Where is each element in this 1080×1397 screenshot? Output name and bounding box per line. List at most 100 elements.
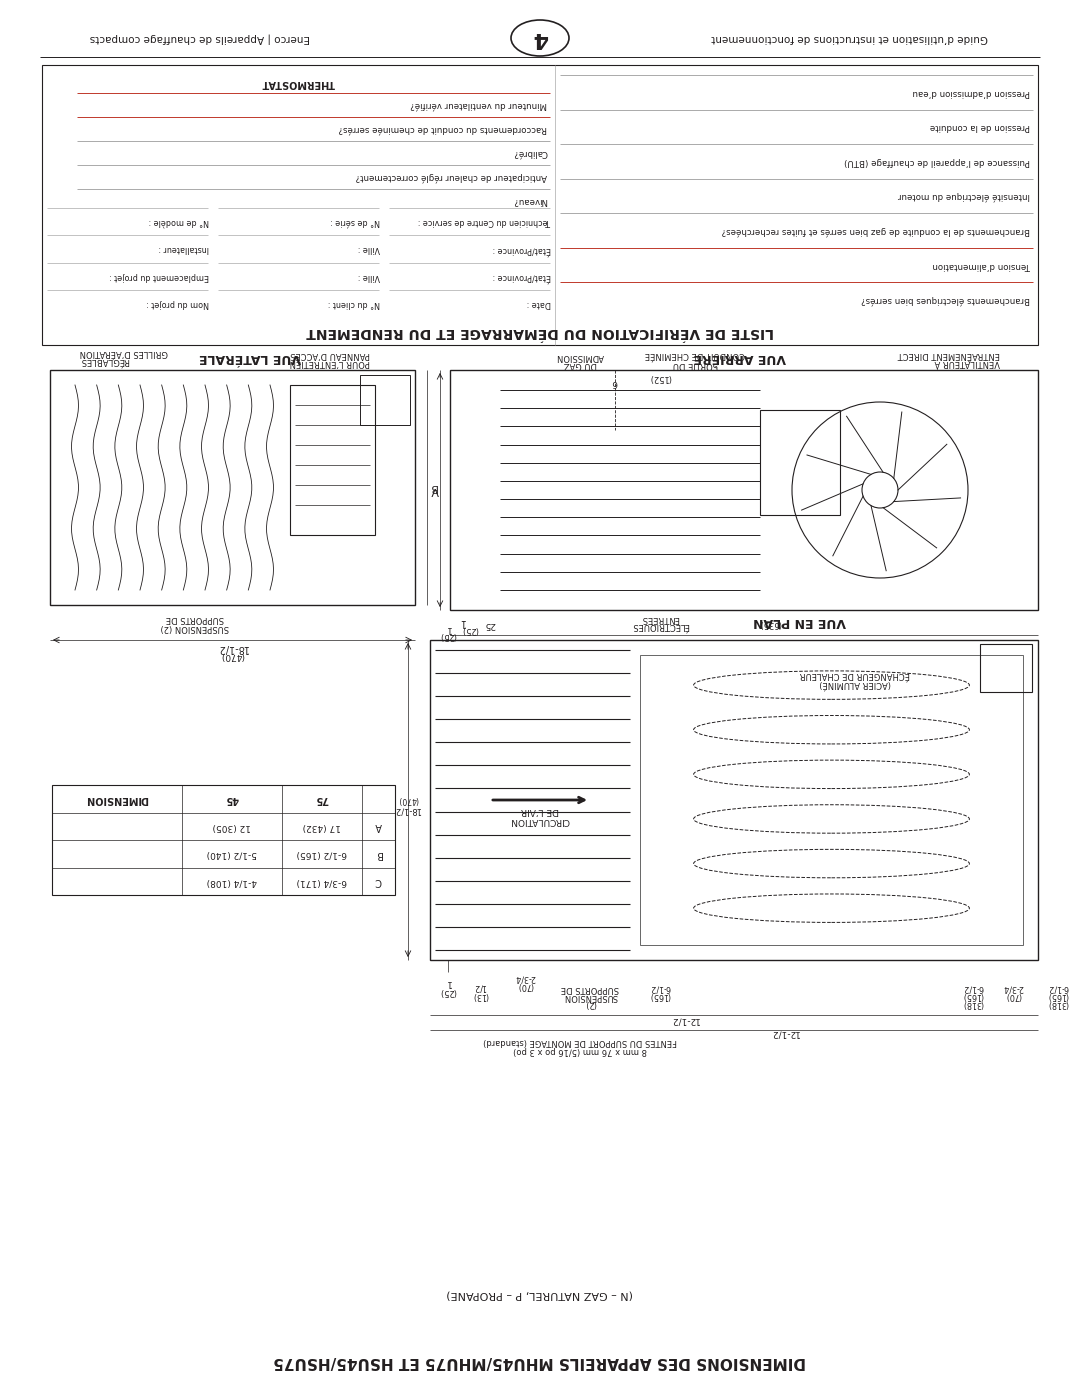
Text: 1: 1: [445, 978, 450, 988]
Text: (N – GAZ NATUREL, P – PROPANE): (N – GAZ NATUREL, P – PROPANE): [447, 1289, 633, 1301]
Bar: [52, 785, 395, 895]
Text: 4-1/4 (108): 4-1/4 (108): [206, 877, 257, 886]
Text: VUE ARRIÈRE: VUE ARRIÈRE: [693, 352, 786, 365]
Text: VUE EN PLAN: VUE EN PLAN: [754, 616, 847, 629]
Text: SUPPORTS DE: SUPPORTS DE: [166, 615, 224, 623]
Text: SUSPENSION: SUSPENSION: [563, 992, 617, 1000]
Text: 6-1/2: 6-1/2: [1048, 983, 1068, 992]
Text: DIMENSIONS DES APPAREILS MHU45/MHU75 ET HSU45/HSU75: DIMENSIONS DES APPAREILS MHU45/MHU75 ET …: [273, 1355, 807, 1369]
Text: Calibré?: Calibré?: [512, 148, 546, 158]
Text: B: B: [429, 482, 436, 493]
Text: ADMISSION: ADMISSION: [556, 352, 604, 360]
Text: État/Province :: État/Province :: [492, 271, 551, 281]
Text: Puissance de l’appareil de chauffage (BTU): Puissance de l’appareil de chauffage (BT…: [845, 156, 1030, 166]
Text: (70): (70): [517, 982, 534, 990]
Text: Raccordements du conduit de cheminée serrés?: Raccordements du conduit de cheminée ser…: [338, 124, 546, 134]
Text: Nom du projet :: Nom du projet :: [146, 299, 210, 307]
Bar: [980, 644, 1032, 692]
Text: LISTE DE VÉRIFICATION DU DÉMARRAGE ET DU RENDEMENT: LISTE DE VÉRIFICATION DU DÉMARRAGE ET DU…: [306, 326, 774, 339]
Text: (ACIER ALUMINÉ): (ACIER ALUMINÉ): [819, 679, 891, 689]
Text: 1: 1: [459, 617, 465, 627]
Text: 17 (432): 17 (432): [302, 821, 341, 831]
Text: SUPPORTS DE: SUPPORTS DE: [561, 983, 619, 992]
Text: 1: 1: [445, 623, 450, 633]
Text: (165): (165): [1048, 992, 1068, 1000]
Text: C: C: [375, 876, 382, 886]
Ellipse shape: [511, 20, 569, 56]
Text: (165): (165): [962, 992, 984, 1000]
Text: DU GAZ: DU GAZ: [564, 360, 596, 369]
Bar: [450, 370, 1038, 610]
Text: THERMOSTAT: THERMOSTAT: [261, 78, 335, 88]
Text: N° de série :: N° de série :: [330, 217, 380, 226]
Text: CONDUIT DE CHEMINÉE: CONDUIT DE CHEMINÉE: [645, 351, 745, 359]
Bar: [430, 640, 1038, 960]
Text: 6-1/2 (165): 6-1/2 (165): [297, 849, 348, 858]
Text: (70): (70): [1004, 992, 1021, 1000]
Text: VENTILATEUR À: VENTILATEUR À: [934, 359, 1000, 367]
Text: 12 (305): 12 (305): [213, 821, 252, 831]
Text: (470): (470): [220, 651, 244, 661]
Text: 4: 4: [532, 28, 548, 47]
Text: (318): (318): [1048, 999, 1068, 1009]
Text: (13): (13): [472, 990, 488, 999]
Text: État/Province :: État/Province :: [492, 244, 551, 253]
Text: ENTRAÊNEMENT DIRECT: ENTRAÊNEMENT DIRECT: [897, 349, 1000, 359]
Bar: [360, 374, 410, 425]
Text: N° de modèle :: N° de modèle :: [149, 217, 210, 226]
Text: 45: 45: [226, 793, 239, 803]
Text: 75: 75: [315, 793, 328, 803]
Text: (152): (152): [649, 373, 671, 381]
Text: Branchements de la conduite de gaz bien serrés et fuites recherchées?: Branchements de la conduite de gaz bien …: [721, 226, 1030, 235]
Text: DIMENSION: DIMENSION: [85, 793, 148, 803]
Text: 12-1/2: 12-1/2: [769, 1028, 798, 1038]
Text: B: B: [375, 849, 382, 859]
Text: SUSPENSION (2): SUSPENSION (2): [161, 623, 229, 631]
Text: RÉGLABLES: RÉGLABLES: [80, 356, 130, 366]
Text: 25: 25: [484, 619, 496, 629]
Text: Anticipateur de chaleur réglé correctement?: Anticipateur de chaleur réglé correcteme…: [355, 172, 546, 182]
Text: 2-3/4: 2-3/4: [1002, 983, 1024, 992]
Text: V: V: [431, 485, 438, 495]
Text: 2-3/4: 2-3/4: [515, 974, 536, 982]
Text: 18-1/2: 18-1/2: [394, 806, 421, 814]
Text: (470): (470): [397, 795, 418, 805]
Text: (2): (2): [584, 999, 596, 1009]
Text: Ville :: Ville :: [357, 244, 380, 253]
Text: Minuteur du ventilateur vérifié?: Minuteur du ventilateur vérifié?: [410, 101, 546, 109]
Text: Branchements électriques bien serrés?: Branchements électriques bien serrés?: [861, 295, 1030, 305]
Text: Enerco | Appareils de chauffage compacts: Enerco | Appareils de chauffage compacts: [90, 32, 310, 43]
Bar: [760, 409, 840, 515]
Text: ÉLECTRIQUES: ÉLECTRIQUES: [631, 622, 689, 631]
Text: (25): (25): [440, 631, 457, 640]
Text: CIRCULATION: CIRCULATION: [510, 816, 570, 824]
Text: 6-1/2: 6-1/2: [962, 983, 984, 992]
Text: Date :: Date :: [527, 299, 551, 307]
Text: N° du client :: N° du client :: [327, 299, 380, 307]
Text: (25): (25): [461, 626, 478, 634]
Text: 6-1/2: 6-1/2: [650, 983, 671, 992]
Bar: [50, 370, 415, 605]
Text: 18-1/2: 18-1/2: [217, 643, 248, 652]
Text: (25): (25): [440, 986, 457, 996]
Text: A: A: [375, 821, 382, 831]
Text: FENTES DU SUPPORT DE MONTAGE (standard): FENTES DU SUPPORT DE MONTAGE (standard): [483, 1038, 677, 1046]
Text: Installateur :: Installateur :: [159, 244, 210, 253]
Bar: [640, 655, 1023, 944]
Text: 12-1/2: 12-1/2: [670, 1016, 699, 1024]
Text: Pression d’admission d’eau: Pression d’admission d’eau: [913, 88, 1030, 96]
Text: (165): (165): [649, 992, 671, 1000]
Text: VUE LATÉRALE: VUE LATÉRALE: [199, 352, 301, 365]
Text: PANNEAU D’ACCÈS: PANNEAU D’ACCÈS: [291, 349, 369, 359]
Bar: [291, 386, 375, 535]
Text: Tension d’alimentation: Tension d’alimentation: [932, 261, 1030, 270]
Text: POUR L’ENTRETIEN: POUR L’ENTRETIEN: [289, 359, 370, 367]
Text: Guide d’utilisation et instructions de fonctionnement: Guide d’utilisation et instructions de f…: [712, 34, 988, 43]
Text: Emplacement du projet :: Emplacement du projet :: [109, 271, 210, 281]
Text: (635): (635): [759, 619, 781, 629]
Text: ENTRÉES: ENTRÉES: [640, 613, 679, 623]
Text: 8 mm x 76 mm (5/16 po x 3 po): 8 mm x 76 mm (5/16 po x 3 po): [513, 1045, 647, 1055]
Text: 6-3/4 (171): 6-3/4 (171): [297, 877, 348, 886]
Bar: [42, 66, 1038, 345]
Text: Technicien du Centre de service :: Technicien du Centre de service :: [418, 217, 551, 226]
